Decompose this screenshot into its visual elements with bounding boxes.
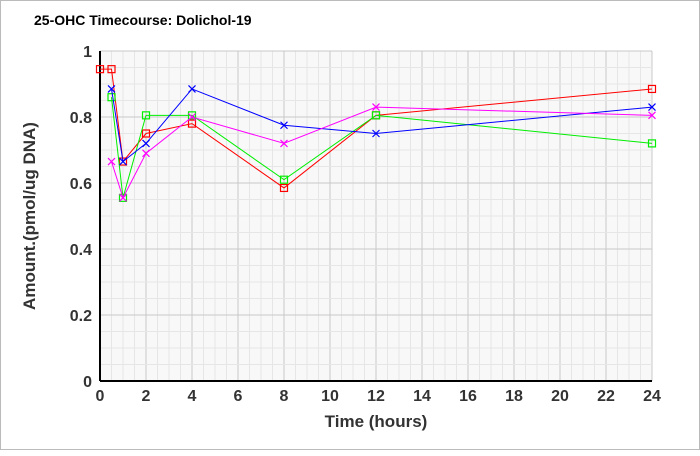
data-point	[95, 65, 105, 74]
data-point	[279, 183, 289, 193]
x-tick-label: 22	[597, 388, 615, 405]
x-tick-label: 16	[459, 388, 477, 405]
data-point	[371, 111, 381, 120]
data-point	[107, 85, 116, 93]
chart-title: 25-OHC Timecourse: Dolichol-19	[34, 12, 252, 28]
data-point	[141, 129, 151, 138]
x-tick-label: 18	[505, 388, 523, 405]
data-point	[187, 111, 197, 120]
data-point	[142, 139, 150, 148]
data-point	[188, 113, 196, 121]
data-point	[648, 103, 656, 112]
data-point	[647, 84, 657, 94]
x-tick-label: 4	[188, 388, 197, 405]
data-point	[118, 157, 128, 166]
data-point	[647, 139, 657, 148]
y-tick-label: 0	[83, 374, 92, 391]
data-point	[142, 149, 150, 158]
data-point	[107, 65, 116, 74]
y-axis-label: Amount.(pmol/ug DNA)	[20, 122, 39, 310]
x-tick-label: 6	[234, 388, 243, 405]
x-tick-label: 12	[367, 388, 385, 405]
x-tick-label: 14	[413, 388, 431, 405]
y-tick-label: 0.8	[70, 110, 92, 127]
data-point	[119, 157, 127, 166]
series-line-red	[100, 68, 653, 189]
y-tick-label: 1	[83, 44, 92, 61]
y-tick-label: 0.6	[70, 176, 92, 193]
data-point	[141, 111, 151, 120]
data-point	[372, 129, 380, 138]
y-tick-label: 0.2	[70, 308, 92, 325]
x-tick-label: 20	[551, 388, 569, 405]
y-tick-label: 0.4	[70, 242, 92, 259]
x-tick-label: 10	[321, 388, 339, 405]
x-tick-label: 0	[96, 388, 105, 405]
data-point	[107, 93, 116, 102]
data-point	[118, 193, 128, 202]
data-point	[107, 157, 116, 166]
x-tick-label: 8	[280, 388, 289, 405]
series-magenta	[107, 103, 656, 202]
x-tick-label: 2	[142, 388, 151, 405]
data-point	[280, 139, 288, 148]
x-axis-label: Time (hours)	[325, 412, 428, 431]
data-point	[279, 175, 289, 184]
x-tick-label: 24	[643, 388, 661, 405]
series-blue	[107, 85, 656, 166]
data-point	[188, 85, 196, 93]
data-point	[280, 121, 288, 130]
data-point	[648, 111, 656, 120]
data-point	[119, 193, 127, 202]
data-point	[372, 103, 380, 112]
data-point	[187, 119, 197, 128]
